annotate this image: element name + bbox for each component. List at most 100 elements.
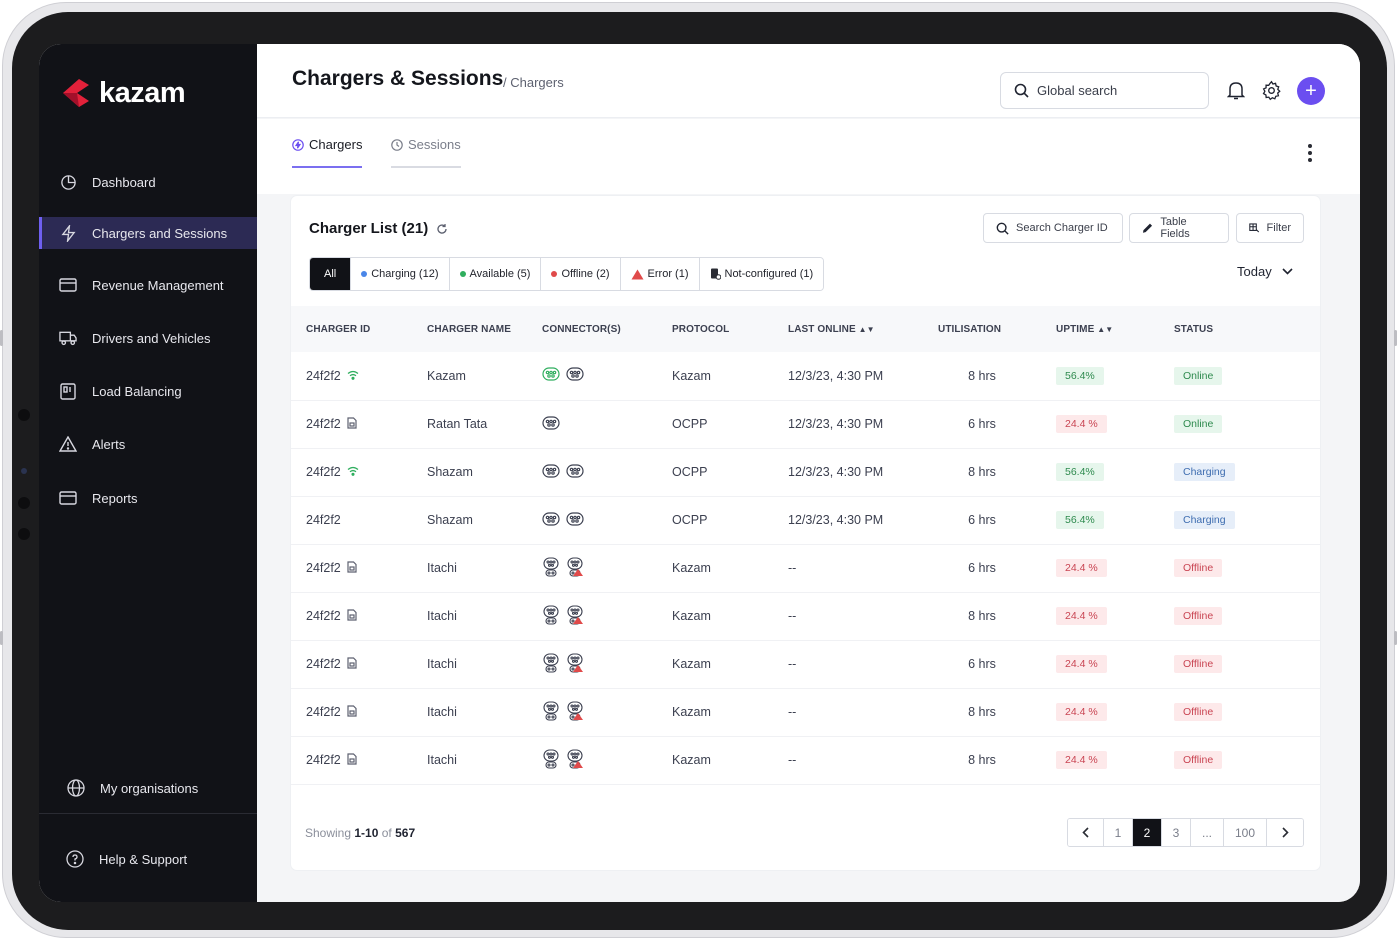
showing-prefix: Showing [305, 826, 352, 840]
chip-not-configured[interactable]: Not-configured (1) [699, 258, 824, 290]
column-label: UPTIME [1056, 323, 1095, 335]
page-button-current[interactable]: 2 [1133, 819, 1162, 846]
clock-icon [391, 138, 403, 151]
camera-dot [21, 468, 27, 474]
date-range-value: Today [1237, 264, 1272, 279]
column-header-sortable[interactable]: LAST ONLINE ▲▼ [773, 306, 923, 352]
uptime-badge: 56.4% [1056, 463, 1104, 481]
search-charger-id-label: Search Charger ID [1016, 222, 1108, 234]
sidebar-item-drivers-and-vehicles[interactable]: Drivers and Vehicles [39, 322, 257, 354]
sidebar-item-dashboard[interactable]: Dashboard [39, 166, 257, 198]
table-row[interactable]: 24f2f2 Itachi Kazam -- 8 hrs 24.4 % Offline [291, 688, 1320, 736]
cell-protocol: OCPP [672, 465, 708, 479]
side-button [1394, 631, 1397, 645]
page-button[interactable]: 3 [1162, 819, 1191, 846]
uptime-badge: 24.4 % [1056, 655, 1107, 673]
sidebar-item-reports[interactable]: Reports [39, 482, 257, 514]
globe-icon [67, 779, 85, 797]
cell-status: Online [1159, 400, 1320, 448]
search-placeholder: Global search [1037, 83, 1118, 98]
sim-card-icon [347, 560, 357, 576]
cell-charger-id[interactable]: 24f2f2 [291, 496, 412, 544]
page-button[interactable]: 100 [1224, 819, 1267, 846]
charger-id-text: 24f2f2 [306, 368, 341, 383]
cell-charger-id[interactable]: 24f2f2 [291, 592, 412, 640]
add-button[interactable]: + [1297, 77, 1325, 105]
connector-icon [566, 604, 584, 628]
refresh-icon[interactable] [436, 223, 448, 235]
cell-charger-id[interactable]: 24f2f2 [291, 352, 412, 400]
sidebar-item-revenue-management[interactable]: Revenue Management [39, 269, 257, 301]
global-search-input[interactable]: Global search [1000, 72, 1209, 109]
prev-page-button[interactable] [1068, 819, 1104, 846]
table-fields-button[interactable]: Table Fields [1129, 213, 1229, 243]
sensor-dot [18, 409, 30, 421]
date-range-select[interactable]: Today [1237, 264, 1293, 279]
cell-charger-name: Shazam [427, 513, 473, 527]
table-row[interactable]: 24f2f2 Itachi Kazam -- 6 hrs 24.4 % Offline [291, 640, 1320, 688]
table-row[interactable]: 24f2f2 Kazam Kazam 12/3/23, 4:30 PM 8 hrs 56.… [291, 352, 1320, 400]
showing-total: 567 [395, 826, 416, 840]
table-row[interactable]: 24f2f2 Itachi Kazam -- 8 hrs 24.4 % Offline [291, 592, 1320, 640]
filter-button[interactable]: Filter [1236, 213, 1304, 243]
table-row[interactable]: 24f2f2 Itachi Kazam -- 8 hrs 24.4 % Offline [291, 736, 1320, 784]
cell-charger-id[interactable]: 24f2f2 [291, 448, 412, 496]
connector-icon [542, 700, 560, 724]
table-row[interactable]: 24f2f2 Itachi Kazam -- 6 hrs 24.4 % Offline [291, 544, 1320, 592]
column-header: UTILISATION [938, 323, 1002, 335]
tabs-bar: Chargers Sessions [257, 119, 1360, 194]
table-row[interactable]: 24f2f2 Ratan Tata OCPP 12/3/23, 4:30 PM 6 hr… [291, 400, 1320, 448]
top-bar: Chargers & Sessions / Chargers Global se… [257, 44, 1360, 118]
cell-utilisation: 8 hrs [968, 705, 996, 719]
chip-label: Charging (12) [371, 268, 439, 280]
status-badge: Offline [1174, 559, 1223, 577]
column-header-sortable[interactable]: UPTIME ▲▼ [1041, 306, 1159, 352]
breadcrumb[interactable]: / Chargers [503, 75, 564, 90]
cell-charger-id[interactable]: 24f2f2 [291, 400, 412, 448]
uptime-badge: 24.4 % [1056, 751, 1107, 769]
cell-protocol: Kazam [672, 753, 711, 767]
kazam-logo-icon [63, 79, 89, 107]
meter-icon [59, 382, 77, 400]
cell-charger-id[interactable]: 24f2f2 [291, 640, 412, 688]
cell-uptime: 56.4% [1041, 352, 1159, 400]
sidebar-item-load-balancing[interactable]: Load Balancing [39, 375, 257, 407]
sidebar-item-help-support[interactable]: Help & Support [39, 843, 257, 875]
page-button[interactable]: 1 [1104, 819, 1133, 846]
chip-charging[interactable]: Charging (12) [351, 258, 450, 290]
more-options-icon[interactable] [1307, 144, 1313, 162]
tab-sessions[interactable]: Sessions [391, 137, 461, 168]
cell-connectors [527, 592, 657, 640]
search-icon [996, 222, 1009, 235]
cell-charger-id[interactable]: 24f2f2 [291, 688, 412, 736]
status-filter-chips: All Charging (12) Available (5) Offline … [309, 257, 825, 291]
search-charger-id-button[interactable]: Search Charger ID [983, 213, 1123, 243]
chip-all[interactable]: All [310, 258, 352, 290]
chip-offline[interactable]: Offline (2) [541, 258, 621, 290]
table-fields-label: Table Fields [1160, 216, 1190, 240]
tab-chargers[interactable]: Chargers [292, 137, 363, 168]
sidebar-item-alerts[interactable]: Alerts [39, 428, 257, 460]
sensor-dot [18, 528, 30, 540]
cell-charger-id[interactable]: 24f2f2 [291, 736, 412, 784]
connector-icon [566, 556, 584, 580]
cell-charger-name: Itachi [427, 609, 457, 623]
lightning-icon [59, 224, 77, 242]
sidebar-item-chargers-and-sessions[interactable]: Chargers and Sessions [39, 217, 257, 249]
help-icon [66, 850, 84, 868]
chip-error[interactable]: Error (1) [620, 258, 700, 290]
chip-available[interactable]: Available (5) [449, 258, 542, 290]
sidebar-item-my-organisations[interactable]: My organisations [39, 772, 257, 804]
cell-charger-id[interactable]: 24f2f2 [291, 544, 412, 592]
cell-uptime: 56.4% [1041, 448, 1159, 496]
column-header: PROTOCOL [672, 323, 730, 335]
connector-icon [542, 463, 560, 481]
uptime-badge: 24.4 % [1056, 559, 1107, 577]
table-row[interactable]: 24f2f2 Shazam OCPP 12/3/23, 4:30 PM 6 hrs 56.… [291, 496, 1320, 544]
gear-icon[interactable] [1259, 78, 1283, 102]
next-page-button[interactable] [1267, 819, 1303, 846]
cell-utilisation: 8 hrs [968, 609, 996, 623]
chip-label: All [324, 268, 337, 280]
bell-icon[interactable] [1224, 78, 1248, 102]
table-row[interactable]: 24f2f2 Shazam OCPP 12/3/23, 4:30 PM 8 hrs 56.… [291, 448, 1320, 496]
